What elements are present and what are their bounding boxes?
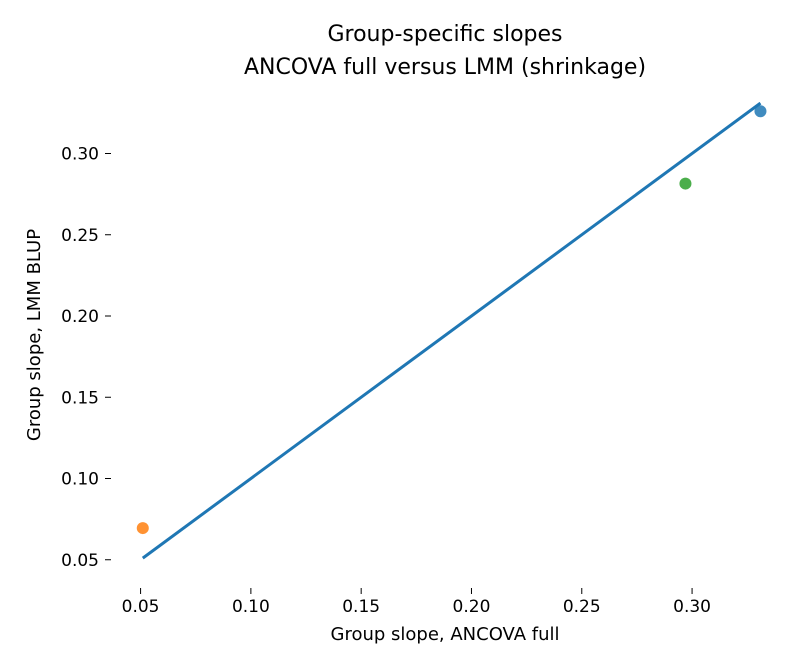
x-tick-label: 0.05 <box>122 597 160 617</box>
x-tick-label: 0.25 <box>563 597 601 617</box>
y-tick-label: 0.10 <box>61 470 99 490</box>
x-tick-label: 0.30 <box>673 597 711 617</box>
chart-title-line-1: Group-specific slopes <box>327 22 562 47</box>
reference-line <box>141 101 762 560</box>
x-axis-ticks: 0.05 0.10 0.15 0.20 0.25 0.30 <box>122 588 711 617</box>
y-tick-label: 0.20 <box>61 307 99 327</box>
plot-area <box>136 101 767 560</box>
y-axis-ticks: 0.05 0.10 0.15 0.20 0.25 0.30 <box>61 145 111 571</box>
y-axis-label: Group slope, LMM BLUP <box>24 229 45 441</box>
data-point <box>679 177 692 190</box>
data-point <box>136 522 149 535</box>
x-tick-label: 0.10 <box>232 597 270 617</box>
chart-title-line-2: ANCOVA full versus LMM (shrinkage) <box>244 55 646 80</box>
y-tick-label: 0.15 <box>61 388 99 408</box>
x-tick-label: 0.20 <box>453 597 491 617</box>
x-axis-label: Group slope, ANCOVA full <box>331 624 560 645</box>
data-point <box>754 105 767 118</box>
x-tick-label: 0.15 <box>342 597 380 617</box>
y-tick-label: 0.05 <box>61 551 99 571</box>
y-tick-label: 0.30 <box>61 145 99 165</box>
y-tick-label: 0.25 <box>61 226 99 246</box>
